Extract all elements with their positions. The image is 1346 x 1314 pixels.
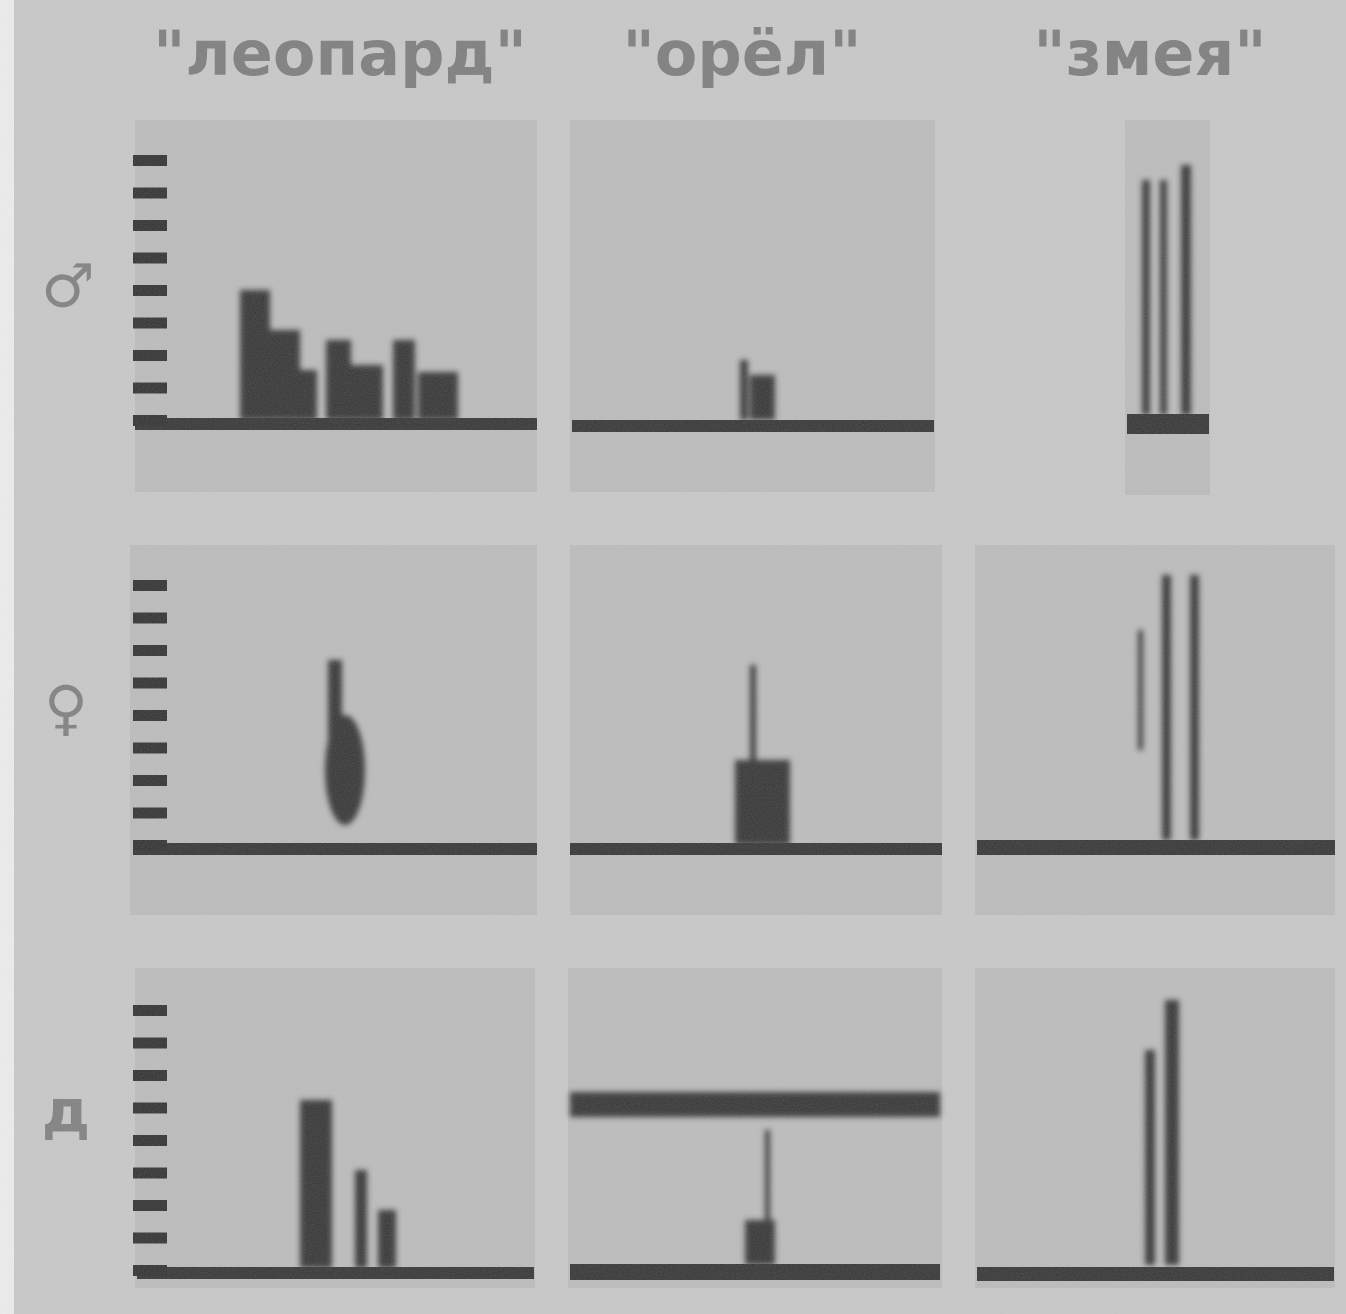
panel <box>975 545 1335 915</box>
scale-tick <box>133 1200 167 1211</box>
column-header: "леопард" <box>153 17 527 90</box>
frequency-scales <box>133 155 167 1276</box>
baseline <box>977 840 1335 855</box>
scale-tick <box>133 807 167 819</box>
panel <box>135 968 535 1288</box>
baseline <box>977 1267 1334 1281</box>
baseline <box>572 420 934 432</box>
scale-tick <box>133 1167 167 1179</box>
scale-tick <box>133 710 167 721</box>
row-label: д <box>42 1077 90 1147</box>
scale-tick <box>133 415 167 426</box>
scale-tick <box>133 1102 167 1114</box>
scale-tick <box>133 220 167 231</box>
scale-tick <box>133 1005 167 1016</box>
panel <box>1125 120 1210 495</box>
scale-tick <box>133 677 167 689</box>
column-header: "змея" <box>1033 17 1266 90</box>
panel <box>570 120 935 492</box>
baseline <box>133 843 537 855</box>
scale-tick <box>133 1265 167 1276</box>
scale-tick <box>133 775 167 786</box>
scale-tick <box>133 155 167 166</box>
spectrograms <box>130 120 1335 1288</box>
scale-tick <box>133 1037 167 1049</box>
scale-tick <box>133 840 167 851</box>
baseline <box>570 1264 940 1280</box>
scale-tick <box>133 252 167 264</box>
column-header: "орёл" <box>622 17 861 90</box>
row-label: ♂ <box>41 252 95 322</box>
scale-tick <box>133 285 167 296</box>
panel <box>135 120 537 492</box>
scale-tick <box>133 742 167 754</box>
scale-tick <box>133 612 167 624</box>
scale-tick <box>133 382 167 394</box>
scale-tick <box>133 317 167 329</box>
scale-tick <box>133 187 167 199</box>
scale-tick <box>133 350 167 361</box>
baseline <box>137 1267 534 1279</box>
left-margin <box>0 0 14 1314</box>
row-label: ♀ <box>44 674 88 744</box>
scale-tick <box>133 645 167 656</box>
scale-tick <box>133 1135 167 1146</box>
scale-tick <box>133 1232 167 1244</box>
scale-tick <box>133 1070 167 1081</box>
baseline <box>1127 414 1209 434</box>
scale-tick <box>133 580 167 591</box>
